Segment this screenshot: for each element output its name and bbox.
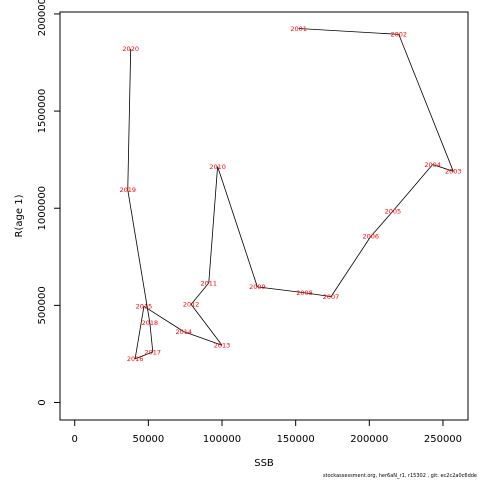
point-label-2018: 2018	[142, 319, 159, 327]
point-label-2014: 2014	[175, 328, 192, 336]
plot-frame	[59, 11, 469, 421]
point-label-2005: 2005	[385, 207, 402, 215]
point-label-2002: 2002	[390, 31, 407, 39]
point-label-2020: 2020	[122, 45, 139, 53]
x-tick-label: 200000	[350, 434, 388, 445]
point-label-2006: 2006	[363, 233, 380, 241]
y-axis: 0 500000 1000000 1500000 2000000	[37, 0, 61, 406]
point-label-2019: 2019	[119, 186, 136, 194]
x-tick-label: 0	[72, 434, 78, 445]
footer-note: stockassessment.org, her6aN_r1, r15302 ,…	[322, 473, 477, 479]
series-segment	[432, 164, 454, 172]
series-segment	[127, 48, 132, 190]
series-segment	[190, 282, 210, 305]
x-tick-label: 250000	[424, 434, 462, 445]
y-tick-label: 0	[37, 399, 48, 405]
y-tick-label: 500000	[37, 286, 48, 324]
series-segment	[304, 292, 332, 298]
series-segment	[398, 34, 454, 172]
series-segment	[134, 306, 145, 359]
series-segment	[149, 322, 154, 353]
point-label-2013: 2013	[214, 342, 231, 350]
point-label-2011: 2011	[200, 279, 217, 287]
x-tick-label: 100000	[203, 434, 241, 445]
point-label-2016: 2016	[127, 355, 144, 363]
series-segment	[183, 331, 223, 346]
point-label-2012: 2012	[183, 301, 200, 309]
y-tick-label: 2000000	[37, 0, 48, 36]
series-segment	[298, 28, 399, 35]
point-label-2003: 2003	[445, 168, 462, 176]
series-segment	[208, 166, 219, 284]
point-labels: 2001 2002 2003 2004 2005 2006 2007 2008 2009 2010…	[119, 25, 461, 363]
series-segment	[370, 210, 394, 237]
point-label-2010: 2010	[209, 163, 226, 171]
y-tick-label: 1000000	[37, 186, 48, 231]
series-segment	[190, 304, 223, 346]
series-segment	[134, 351, 153, 360]
series-segment	[257, 286, 305, 294]
point-label-2015: 2015	[136, 303, 153, 311]
series-segment	[217, 166, 258, 288]
x-tick-label: 150000	[277, 434, 315, 445]
point-label-2008: 2008	[296, 289, 313, 297]
y-tick-label: 1500000	[37, 89, 48, 134]
x-axis-title: SSB	[254, 458, 274, 469]
x-axis: 0 50000 100000 150000 200000 250000	[72, 419, 462, 445]
series-segment	[392, 164, 433, 212]
series-segment	[143, 306, 184, 332]
point-label-2001: 2001	[290, 25, 307, 33]
x-tick-label: 50000	[132, 434, 164, 445]
point-label-2017: 2017	[145, 348, 162, 356]
series-segment	[330, 236, 372, 297]
point-label-2009: 2009	[249, 283, 266, 291]
point-label-2007: 2007	[323, 293, 340, 301]
y-axis-title: R(age 1)	[14, 194, 25, 237]
point-label-2004: 2004	[424, 161, 441, 169]
series-segment	[127, 189, 151, 323]
series-layer	[127, 28, 454, 360]
